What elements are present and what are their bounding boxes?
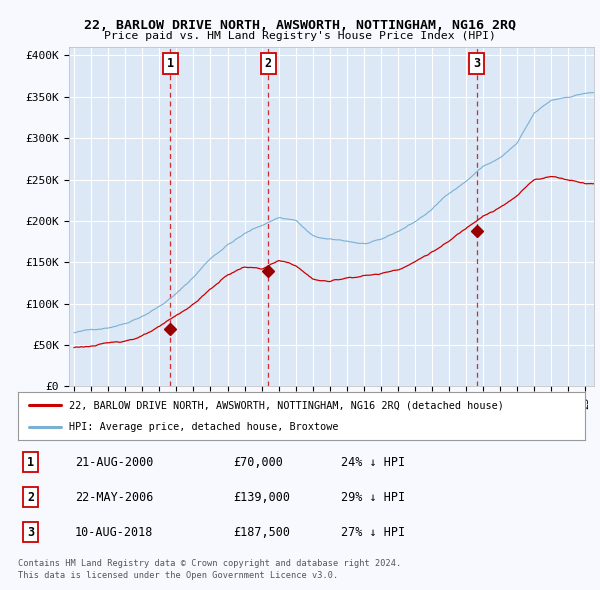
Text: 2: 2 — [27, 490, 34, 504]
Text: 24% ↓ HPI: 24% ↓ HPI — [341, 455, 406, 468]
Text: 22-MAY-2006: 22-MAY-2006 — [75, 490, 153, 504]
Text: £70,000: £70,000 — [233, 455, 283, 468]
Text: 3: 3 — [473, 57, 480, 70]
Text: Price paid vs. HM Land Registry's House Price Index (HPI): Price paid vs. HM Land Registry's House … — [104, 31, 496, 41]
Text: 27% ↓ HPI: 27% ↓ HPI — [341, 526, 406, 539]
Text: 3: 3 — [27, 526, 34, 539]
Text: HPI: Average price, detached house, Broxtowe: HPI: Average price, detached house, Brox… — [69, 422, 338, 432]
Text: 22, BARLOW DRIVE NORTH, AWSWORTH, NOTTINGHAM, NG16 2RQ: 22, BARLOW DRIVE NORTH, AWSWORTH, NOTTIN… — [84, 19, 516, 32]
Text: 1: 1 — [27, 455, 34, 468]
Text: 29% ↓ HPI: 29% ↓ HPI — [341, 490, 406, 504]
Text: 2: 2 — [265, 57, 272, 70]
Text: 22, BARLOW DRIVE NORTH, AWSWORTH, NOTTINGHAM, NG16 2RQ (detached house): 22, BARLOW DRIVE NORTH, AWSWORTH, NOTTIN… — [69, 400, 504, 410]
Text: £139,000: £139,000 — [233, 490, 290, 504]
Text: 21-AUG-2000: 21-AUG-2000 — [75, 455, 153, 468]
Text: £187,500: £187,500 — [233, 526, 290, 539]
Text: Contains HM Land Registry data © Crown copyright and database right 2024.: Contains HM Land Registry data © Crown c… — [18, 559, 401, 568]
Text: 1: 1 — [167, 57, 174, 70]
Text: This data is licensed under the Open Government Licence v3.0.: This data is licensed under the Open Gov… — [18, 571, 338, 579]
Text: 10-AUG-2018: 10-AUG-2018 — [75, 526, 153, 539]
